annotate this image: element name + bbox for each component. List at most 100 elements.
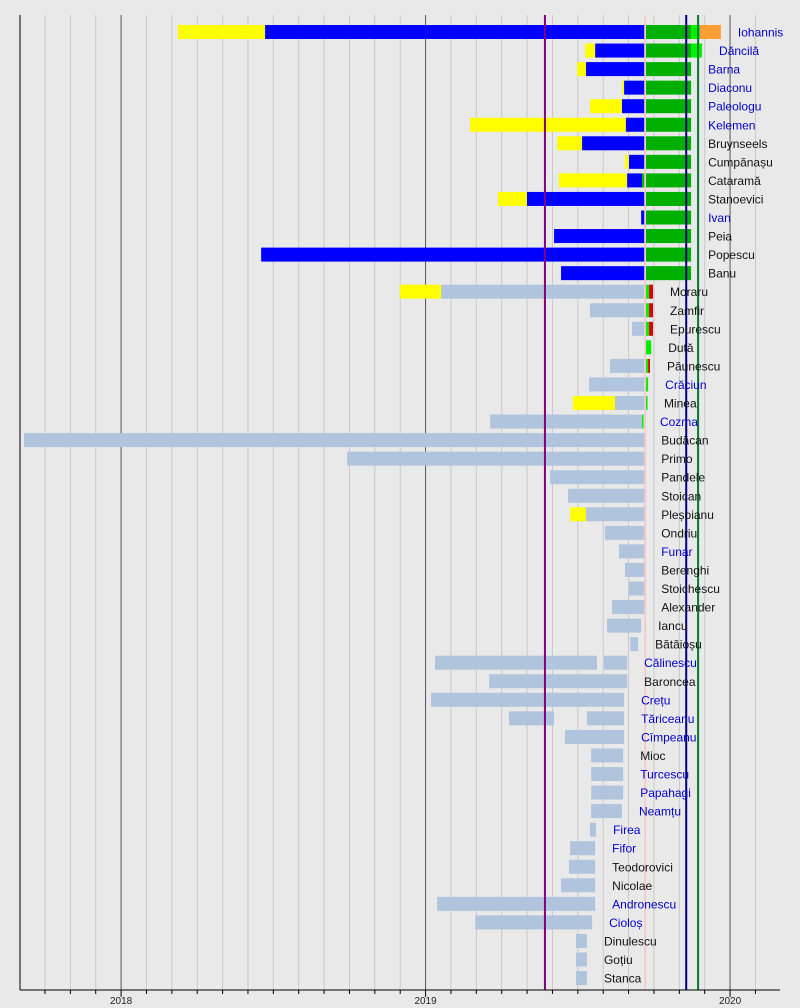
timeline-segment — [591, 748, 624, 763]
candidate-label: Ivan — [708, 211, 731, 225]
timeline-segment — [582, 136, 645, 151]
candidate-label: Crețu — [641, 693, 670, 707]
timeline-segment — [627, 173, 643, 188]
candidate-label: Paleologu — [708, 100, 761, 114]
candidate-label: Andronescu — [612, 897, 676, 911]
timeline-segment — [646, 321, 650, 336]
candidate-label: Cioloș — [609, 916, 642, 930]
timeline-segment — [628, 581, 645, 596]
timeline-segment — [607, 618, 642, 633]
candidate-label: Bruynseels — [708, 137, 767, 151]
timeline-segment — [577, 62, 587, 77]
candidate-label: Turcescu — [640, 768, 689, 782]
candidate-label: Goțiu — [604, 953, 633, 967]
timeline-segment — [604, 525, 645, 540]
timeline-segment — [648, 358, 650, 373]
timeline-segment — [441, 284, 645, 299]
timeline-segment — [632, 321, 645, 336]
timeline-segment — [586, 711, 625, 726]
timeline-segment — [590, 303, 645, 318]
timeline-segment — [646, 99, 692, 114]
timeline-segment — [646, 266, 692, 281]
candidate-labels: Iohannis Dăncilă Barna Diaconu Paleologu Kele… — [604, 26, 783, 986]
timeline-segment — [649, 303, 654, 318]
timeline-segment — [178, 25, 266, 39]
candidate-label: Iancu — [658, 619, 687, 633]
timeline-segment — [265, 25, 645, 39]
timeline-segment — [575, 933, 587, 948]
timeline-segment — [611, 600, 645, 615]
candidate-label: Stanoevici — [708, 192, 763, 206]
timeline-segment — [591, 767, 624, 781]
candidate-label: Diaconu — [708, 81, 752, 95]
candidate-label: Dăncilă — [719, 44, 759, 58]
timeline-segment — [475, 915, 593, 930]
x-tick-label: 2018 — [110, 996, 133, 1007]
timeline-segment — [509, 711, 555, 726]
timeline-segment — [557, 136, 583, 151]
timeline-segment — [646, 340, 652, 355]
timeline-segment — [568, 488, 645, 503]
timeline-segment — [646, 62, 692, 77]
timeline-segment — [590, 99, 622, 114]
candidate-label: Peia — [708, 230, 732, 244]
timeline-segment — [646, 247, 692, 262]
timeline-segment — [554, 229, 645, 244]
candidate-label: Alexander — [661, 601, 715, 615]
timeline-segment — [568, 859, 596, 874]
timeline-segment — [642, 414, 644, 429]
timeline-segment — [591, 785, 624, 800]
candidate-label: Nicolae — [612, 879, 652, 893]
timeline-segment — [23, 433, 645, 448]
candidate-label: Fifor — [612, 842, 636, 856]
timeline-segment — [470, 117, 626, 132]
candidate-label: Barna — [708, 63, 740, 77]
timeline-segment — [649, 321, 654, 336]
candidate-label: Tăriceanu — [641, 712, 694, 726]
candidate-label: Primo — [661, 452, 693, 466]
timeline-segment — [646, 284, 650, 299]
timeline-segment — [400, 284, 442, 299]
timeline-segment — [261, 247, 645, 262]
timeline-segment — [585, 43, 596, 58]
timeline-segment — [490, 414, 643, 429]
timeline-segment — [526, 191, 645, 206]
candidate-label: Bătăioșu — [655, 638, 702, 652]
candidate-label: Funar — [661, 545, 692, 559]
timeline-segment — [614, 396, 645, 410]
candidate-label: Dinulescu — [604, 934, 657, 948]
candidate-label: Stoican — [661, 489, 701, 503]
timeline-segment — [646, 154, 692, 169]
timeline-segment — [575, 952, 587, 967]
candidate-label: Firea — [613, 823, 641, 837]
candidate-label: Teodorovici — [612, 860, 673, 874]
timeline-segment — [561, 878, 596, 893]
candidate-label: Duță — [668, 341, 694, 355]
timeline-segment — [618, 544, 645, 559]
timeline-segment — [625, 562, 645, 577]
timeline-segment — [646, 303, 650, 318]
timeline-segment — [435, 655, 598, 670]
timeline-segment — [604, 655, 628, 670]
candidate-label: Neamțu — [639, 805, 681, 819]
candidate-label: Cozma — [660, 415, 698, 429]
timeline-segment — [590, 822, 597, 837]
candidate-label: Pleșoianu — [661, 508, 714, 522]
candidate-label: Budăcan — [661, 434, 708, 448]
x-tick-label: 2019 — [414, 996, 437, 1007]
candidate-label: Mioc — [640, 749, 665, 763]
timeline-segment — [561, 266, 645, 281]
candidate-label: Banu — [708, 267, 736, 281]
timeline-segment — [646, 191, 692, 206]
timeline-segment — [646, 25, 692, 39]
timeline-segment — [595, 43, 645, 58]
timeline-segment — [691, 25, 700, 39]
timeline-segment — [558, 173, 628, 188]
timeline-segment — [646, 377, 649, 392]
timeline-segment — [565, 729, 625, 744]
timeline-segment — [646, 210, 692, 225]
candidate-label: Zamfir — [670, 304, 704, 318]
timeline-segment — [570, 841, 596, 856]
candidate-label: Popescu — [708, 248, 755, 262]
